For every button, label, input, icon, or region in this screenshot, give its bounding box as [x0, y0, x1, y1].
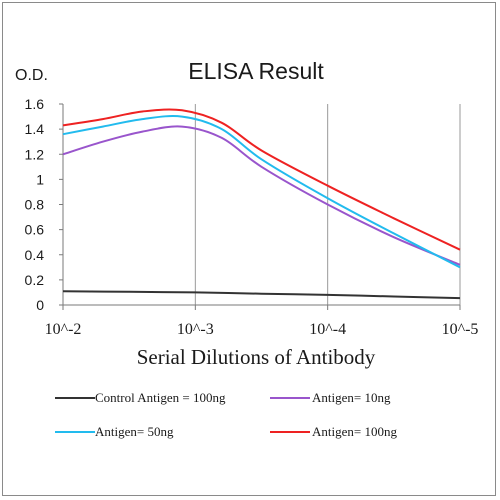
x-tick-label: 10^-5: [442, 321, 479, 338]
y-tick-label: 1.6: [25, 96, 45, 112]
y-tick-label: 1: [36, 171, 44, 187]
x-axis-label: Serial Dilutions of Antibody: [137, 345, 376, 369]
legend-label-3: Antigen= 100ng: [312, 424, 397, 439]
series-lines: [62, 108, 461, 300]
series-line-2: [62, 115, 461, 269]
y-tick-label: 0.4: [25, 247, 45, 263]
series-line-3: [62, 108, 461, 251]
y-tick-label: 0.8: [25, 197, 45, 213]
y-tick-label: 0.6: [25, 222, 45, 238]
x-tick-label: 10^-2: [45, 321, 82, 338]
legend-label-2: Antigen= 50ng: [95, 424, 174, 439]
tick-labels: 0 0.2 0.4 0.6 0.8 1 1.2 1.4 1.6 10^-2 10^-3 10^-4 10…: [25, 96, 479, 338]
series-line-1: [62, 125, 461, 266]
legend-label-1: Antigen= 10ng: [312, 390, 391, 405]
y-tick-label: 0: [36, 297, 44, 313]
x-tick-label: 10^-4: [309, 321, 346, 338]
legend-label-0: Control Antigen = 100ng: [95, 390, 226, 405]
legend: Control Antigen = 100ng Antigen= 10ng Anti…: [55, 390, 397, 439]
y-tick-label: 1.4: [25, 121, 45, 137]
y-tick-label: 1.2: [25, 146, 45, 162]
chart-title: ELISA Result: [188, 58, 324, 84]
y-axis-label: O.D.: [15, 67, 48, 84]
chart-frame: [2, 2, 496, 496]
series-line-0: [62, 290, 461, 300]
x-tick-label: 10^-3: [177, 321, 214, 338]
y-tick-label: 0.2: [25, 272, 45, 288]
axes: [59, 103, 461, 310]
